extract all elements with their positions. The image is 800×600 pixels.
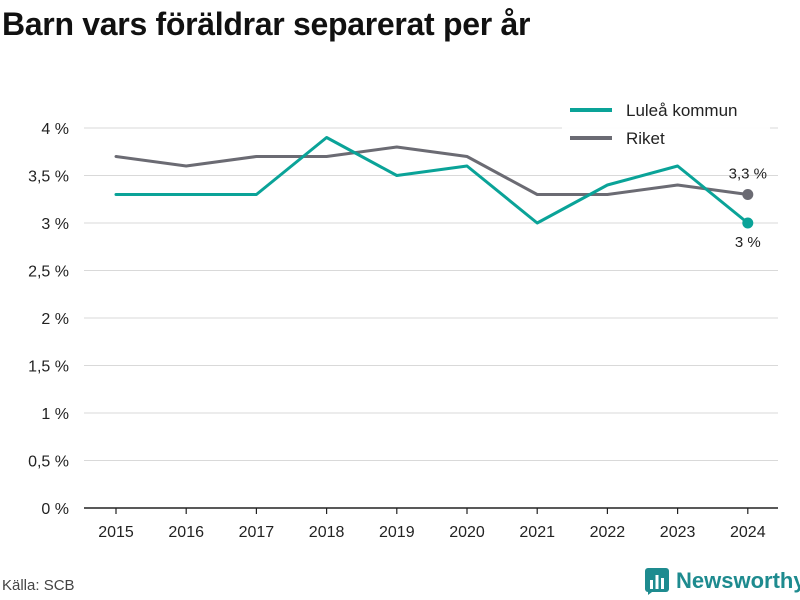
y-tick-label: 2,5 %: [28, 264, 69, 281]
x-tick-label: 2024: [730, 524, 766, 541]
legend-label: Luleå kommun: [626, 101, 738, 120]
brand-name: Newsworthy: [676, 568, 800, 593]
y-tick-label: 0,5 %: [28, 454, 69, 471]
y-tick-label: 2 %: [41, 311, 69, 328]
x-tick-label: 2019: [379, 524, 415, 541]
x-tick-label: 2023: [660, 524, 696, 541]
newsworthy-logo-icon: [645, 568, 669, 595]
x-tick-label: 2022: [590, 524, 626, 541]
source-note: Källa: SCB: [2, 577, 75, 594]
y-tick-label: 1 %: [41, 406, 69, 423]
x-tick-label: 2017: [239, 524, 275, 541]
x-tick-label: 2015: [98, 524, 134, 541]
y-tick-label: 1,5 %: [28, 359, 69, 376]
brand-logo: Newsworthy: [644, 567, 800, 595]
chart-title: Barn vars föräldrar separerat per år: [2, 6, 531, 42]
series-line-lulea: [114, 136, 750, 225]
x-tick-label: 2021: [519, 524, 555, 541]
end-point: [742, 189, 754, 200]
end-value-label: 3,3 %: [729, 166, 767, 183]
legend-label: Riket: [626, 129, 665, 148]
y-tick-label: 4 %: [41, 121, 69, 138]
series-line-riket: [114, 145, 750, 196]
end-point: [742, 217, 754, 229]
y-tick-label: 0 %: [41, 501, 69, 518]
y-tick-label: 3 %: [41, 216, 69, 233]
x-tick-label: 2020: [449, 524, 485, 541]
x-tick-label: 2016: [168, 524, 204, 541]
x-tick-label: 2018: [309, 524, 345, 541]
y-tick-label: 3,5 %: [28, 169, 69, 186]
end-value-label: 3 %: [735, 234, 761, 251]
legend-box: [562, 96, 770, 154]
